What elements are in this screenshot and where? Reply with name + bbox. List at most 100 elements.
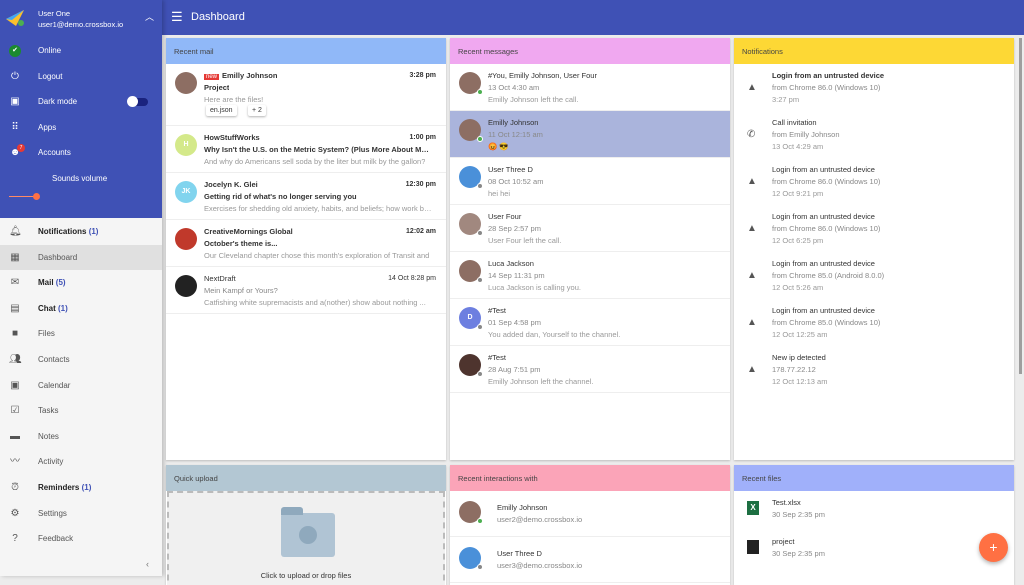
message-item[interactable]: User Three D 08 Oct 10:52 am hei hei [450, 158, 730, 205]
collapse-sidebar-icon[interactable]: ‹ [146, 559, 149, 569]
notification-title: Login from an untrusted device [772, 306, 875, 315]
sidebar-item-tasks[interactable]: ☑ Tasks [0, 398, 162, 423]
notification-item[interactable]: ✆ Call invitation from Emilly Johnson 13 Oc… [734, 111, 1014, 158]
mail-sender: Jocelyn K. Glei [204, 180, 258, 189]
mail-time: 14 Oct 8:28 pm [388, 275, 436, 282]
sidebar-item-notifications[interactable]: 🔔︎ Notifications (1) [0, 219, 162, 244]
avatar [459, 72, 481, 94]
file-item[interactable]: X Test.xlsx 30 Sep 2:35 pm [734, 491, 1014, 530]
more-attachments-chip[interactable]: + 2 [248, 105, 266, 116]
message-item[interactable]: Emilly Johnson 11 Oct 12:15 am 😡 😎 [450, 111, 730, 158]
notification-time: 12 Oct 12:25 am [772, 330, 828, 339]
message-text: You added dan, Yourself to the channel. [488, 330, 621, 339]
sidebar-item-label: Files [38, 329, 55, 338]
message-item[interactable]: Luca Jackson 14 Sep 11:31 pm Luca Jackson … [450, 252, 730, 299]
account-menu-accounts[interactable]: ☻ Accounts 7 [0, 141, 162, 165]
upload-dropzone[interactable]: Click to upload or drop files [167, 491, 445, 585]
sidebar-item-text: Notes [38, 431, 59, 441]
notification-item[interactable]: ▲ New ip detected 178.77.22.12 12 Oct 12:13… [734, 346, 1014, 393]
contacts-icon: 👥︎ [9, 354, 22, 365]
sidebar-item-contacts[interactable]: 👥︎ Contacts [0, 347, 162, 372]
mail-item[interactable]: new Emilly Johnson Project Here are the fil… [166, 64, 446, 126]
notification-time: 12 Oct 6:25 pm [772, 236, 824, 245]
sidebar-item-calendar[interactable]: ▣ Calendar [0, 373, 162, 398]
sidebar-item-label: Feedback [38, 534, 73, 543]
sidebar-item-reminders[interactable]: ⏰︎ Reminders (1) [0, 475, 162, 500]
notification-detail: 178.77.22.12 [772, 365, 816, 374]
sidebar-item-activity[interactable]: 〰 Activity [0, 449, 162, 474]
mail-time: 12:02 am [406, 228, 436, 235]
message-title: User Three D [488, 165, 533, 174]
account-menu-apps[interactable]: ⠿ Apps [0, 116, 162, 140]
message-item[interactable]: D #Test 01 Sep 4:58 pm You added dan, Yours… [450, 299, 730, 346]
sidebar-item-label: Reminders (1) [38, 483, 91, 492]
notification-item[interactable]: ▲ Login from an untrusted device from Chro… [734, 205, 1014, 252]
presence-dot [477, 277, 483, 283]
sidebar-item-notes[interactable]: ▬ Notes [0, 424, 162, 449]
presence-dot [477, 136, 483, 142]
page-title: Dashboard [191, 11, 245, 23]
mail-icon: ✉ [10, 277, 20, 289]
account-menu-label: Accounts [38, 148, 71, 157]
presence-dot [477, 183, 483, 189]
avatar: H [175, 134, 197, 156]
avatar: D [459, 307, 481, 329]
dark-mode-toggle[interactable] [127, 96, 148, 107]
sidebar-item-mail[interactable]: ✉ Mail (5) [0, 270, 162, 295]
sidebar-item-text: Tasks [38, 406, 59, 416]
avatar [175, 275, 197, 297]
chat-icon: ▤ [10, 302, 20, 314]
notification-item[interactable]: ▲ Login from an untrusted device from Chro… [734, 252, 1014, 299]
message-title: Luca Jackson [488, 259, 534, 268]
mail-time: 12:30 pm [405, 181, 436, 188]
mail-item[interactable]: JK Jocelyn K. Glei Getting rid of what's n… [166, 173, 446, 220]
mail-item[interactable]: CreativeMornings Global October's theme i… [166, 220, 446, 267]
account-menu-online[interactable]: ✔ Online [0, 39, 162, 63]
account-menu-dark-mode[interactable]: ▣ Dark mode [0, 90, 162, 114]
file-date: 30 Sep 2:35 pm [772, 549, 825, 558]
sounds-volume-label: Sounds volume [52, 174, 108, 183]
interaction-item[interactable]: Emilly Johnson user2@demo.crossbox.io [450, 491, 730, 537]
notification-time: 12 Oct 5:26 am [772, 283, 824, 292]
user-email: user1@demo.crossbox.io [38, 20, 124, 29]
add-fab-button[interactable]: + [979, 533, 1008, 562]
avatar: JK [175, 181, 197, 203]
mail-item[interactable]: NextDraft Mein Kampf or Yours? Catfishing … [166, 267, 446, 314]
notifications-card: Notifications ▲ Login from an untrusted d… [734, 38, 1014, 460]
mail-item[interactable]: H HowStuffWorks Why Isn't the U.S. on the … [166, 126, 446, 173]
mail-sender-name: Jocelyn K. Glei [204, 180, 258, 189]
message-date: 28 Sep 2:57 pm [488, 224, 541, 233]
interaction-item[interactable]: User Three D user3@demo.crossbox.io [450, 537, 730, 583]
power-icon: ⏻ [11, 70, 19, 82]
chevron-up-icon[interactable]: ︿ [145, 12, 155, 22]
notification-item[interactable]: ▲ Login from an untrusted device from Chro… [734, 299, 1014, 346]
scrollbar[interactable] [1019, 38, 1022, 374]
message-text: Emilly Johnson left the call. [488, 95, 579, 104]
volume-slider-track[interactable] [9, 196, 37, 197]
notification-item[interactable]: ▲ Login from an untrusted device from Chro… [734, 158, 1014, 205]
sidebar-item-settings[interactable]: ⚙ Settings [0, 501, 162, 526]
account-menu-logout[interactable]: ⏻ Logout [0, 65, 162, 89]
message-text: User Four left the call. [488, 236, 562, 245]
notification-time: 13 Oct 4:29 am [772, 142, 824, 151]
sidebar-item-files[interactable]: ■ Files [0, 321, 162, 346]
file-item[interactable]: project 30 Sep 2:35 pm [734, 530, 1014, 569]
message-title: User Four [488, 212, 522, 221]
notification-item[interactable]: ▲ Login from an untrusted device from Chro… [734, 64, 1014, 111]
sidebar-item-dashboard[interactable]: ▦ Dashboard [0, 244, 162, 270]
hamburger-icon[interactable]: ☰ [171, 9, 183, 24]
sidebar-item-text: Dashboard [38, 252, 78, 262]
message-item[interactable]: User Four 28 Sep 2:57 pm User Four left th… [450, 205, 730, 252]
account-menu-label: Dark mode [38, 97, 78, 106]
sidebar-item-chat[interactable]: ▤ Chat (1) [0, 296, 162, 321]
sidebar-item-feedback[interactable]: ? Feedback [0, 526, 162, 551]
sidebar-item-text: Mail [38, 278, 54, 288]
volume-slider-thumb[interactable] [33, 193, 40, 200]
message-item[interactable]: #You, Emilly Johnson, User Four 13 Oct 4:… [450, 64, 730, 111]
warning-icon: ▲ [747, 270, 757, 281]
message-date: 08 Oct 10:52 am [488, 177, 544, 186]
mail-sender: HowStuffWorks [204, 133, 260, 142]
message-item[interactable]: #Test 28 Aug 7:51 pm Emilly Johnson left t… [450, 346, 730, 393]
attachment-chip[interactable]: en.json [206, 105, 237, 116]
avatar [459, 547, 481, 569]
